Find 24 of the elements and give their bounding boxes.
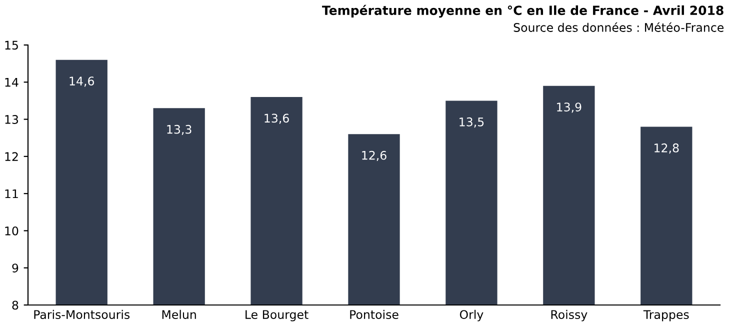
y-tick-label: 8 — [12, 300, 18, 310]
x-tick-label: Orly — [460, 310, 484, 322]
chart-title: Température moyenne en °C en Ile de France - Avril 2018 — [322, 4, 724, 18]
y-tick-label: 11 — [5, 189, 18, 198]
data-label: 13,3 — [167, 124, 192, 135]
data-label: 13,9 — [557, 102, 582, 113]
x-tick-label: Le Bourget — [246, 310, 308, 322]
data-label: 12,8 — [654, 143, 679, 154]
x-tick-label: Pontoise — [350, 310, 398, 319]
y-tick-label: 12 — [5, 152, 18, 161]
y-tick-label: 15 — [5, 40, 18, 50]
data-label: 13,6 — [264, 114, 289, 124]
y-tick-label: 13 — [5, 115, 18, 124]
x-tick-label: Roissy — [551, 310, 588, 322]
x-tick-label: Trappes — [643, 310, 689, 322]
x-tick-label: Melun — [162, 310, 196, 319]
y-tick-label: 10 — [5, 226, 18, 236]
chart-subtitle: Source des données : Météo-France — [514, 22, 724, 32]
y-tick-label: 9 — [12, 264, 18, 273]
data-label: 13,5 — [460, 117, 484, 128]
y-tick-label: 14 — [5, 78, 18, 87]
data-label: 14,6 — [70, 76, 94, 87]
data-label: 12,6 — [362, 150, 386, 161]
x-tick-label: Paris-Montsouris — [34, 310, 130, 319]
